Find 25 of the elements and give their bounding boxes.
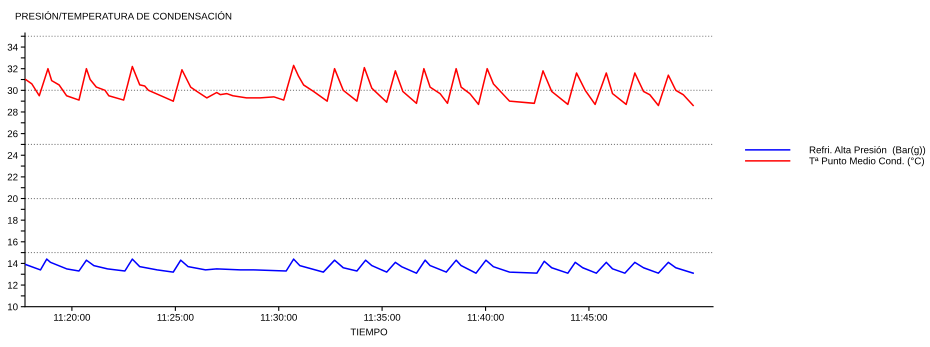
x-tick-label: 11:35:00 [364,314,400,321]
x-tick-label: 11:20:00 [54,314,90,321]
y-tick-label: 18 [8,216,18,224]
y-tick-label: 24 [8,152,18,159]
y-tick-label: 10 [8,303,18,310]
y-tick-label: 34 [8,44,18,51]
y-tick-label: 28 [8,108,18,116]
y-tick-label: 30 [8,87,18,94]
legend-label: Refri. Alta Presión (Bar(g)) [810,146,926,156]
chart-title: PRESIÓN/TEMPERATURA DE CONDENSACIÓN [16,11,232,20]
x-tick-label: 11:30:00 [260,314,297,321]
y-tick-label: 20 [8,195,18,202]
x-tick-label: 11:45:00 [571,314,608,321]
line-series [25,258,694,274]
line-series [25,64,694,106]
y-tick-label: 12 [8,282,18,289]
y-tick-label: 26 [8,130,18,138]
x-axis-title: TIEMPO [350,328,388,336]
x-tick-label: 11:40:00 [468,314,504,321]
y-tick-label: 32 [8,65,18,72]
y-tick-label: 22 [8,174,18,180]
y-tick-label: 14 [8,260,18,267]
legend-label: Tª Punto Medio Cond. (°C) [809,157,924,166]
x-tick-label: 11:25:00 [158,314,194,321]
y-tick-label: 16 [8,238,18,246]
